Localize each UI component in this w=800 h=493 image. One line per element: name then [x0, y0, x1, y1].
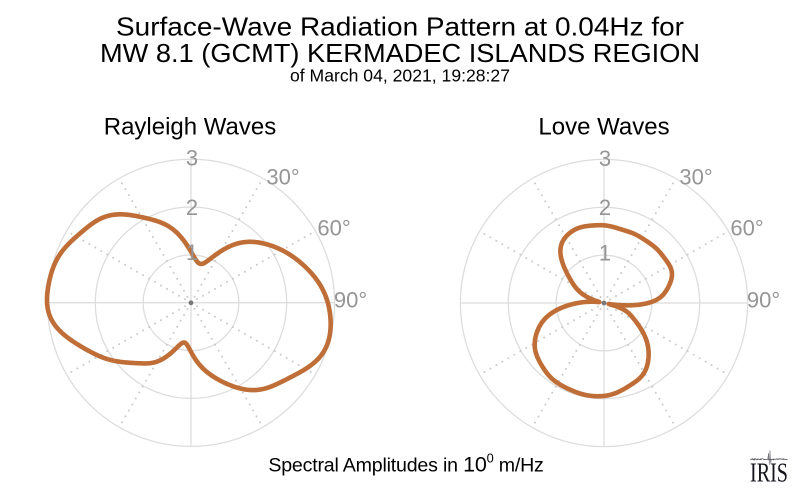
svg-text:3: 3: [186, 146, 198, 171]
svg-text:1: 1: [599, 240, 611, 265]
svg-text:Surface-Wave Radiation Pattern: Surface-Wave Radiation Pattern at 0.04Hz…: [116, 12, 684, 42]
svg-text:30°: 30°: [679, 165, 712, 190]
svg-text:60°: 60°: [730, 216, 763, 241]
svg-text:MW 8.1 (GCMT) KERMADEC ISLANDS: MW 8.1 (GCMT) KERMADEC ISLANDS REGION: [100, 38, 700, 68]
svg-text:of March 04, 2021, 19:28:27: of March 04, 2021, 19:28:27: [290, 66, 510, 86]
svg-text:90°: 90°: [334, 287, 367, 312]
svg-text:Spectral Amplitudes in 100 m/H: Spectral Amplitudes in 100 m/Hz: [268, 451, 543, 477]
svg-text:IRIS: IRIS: [750, 458, 788, 488]
svg-text:30°: 30°: [266, 164, 299, 189]
svg-text:1: 1: [186, 240, 198, 265]
svg-text:60°: 60°: [317, 215, 350, 240]
svg-text:2: 2: [599, 195, 611, 220]
svg-text:3: 3: [599, 146, 611, 171]
svg-text:Love Waves: Love Waves: [538, 114, 669, 141]
svg-text:2: 2: [186, 195, 198, 220]
svg-text:90°: 90°: [747, 288, 780, 313]
svg-text:Rayleigh Waves: Rayleigh Waves: [104, 114, 277, 141]
